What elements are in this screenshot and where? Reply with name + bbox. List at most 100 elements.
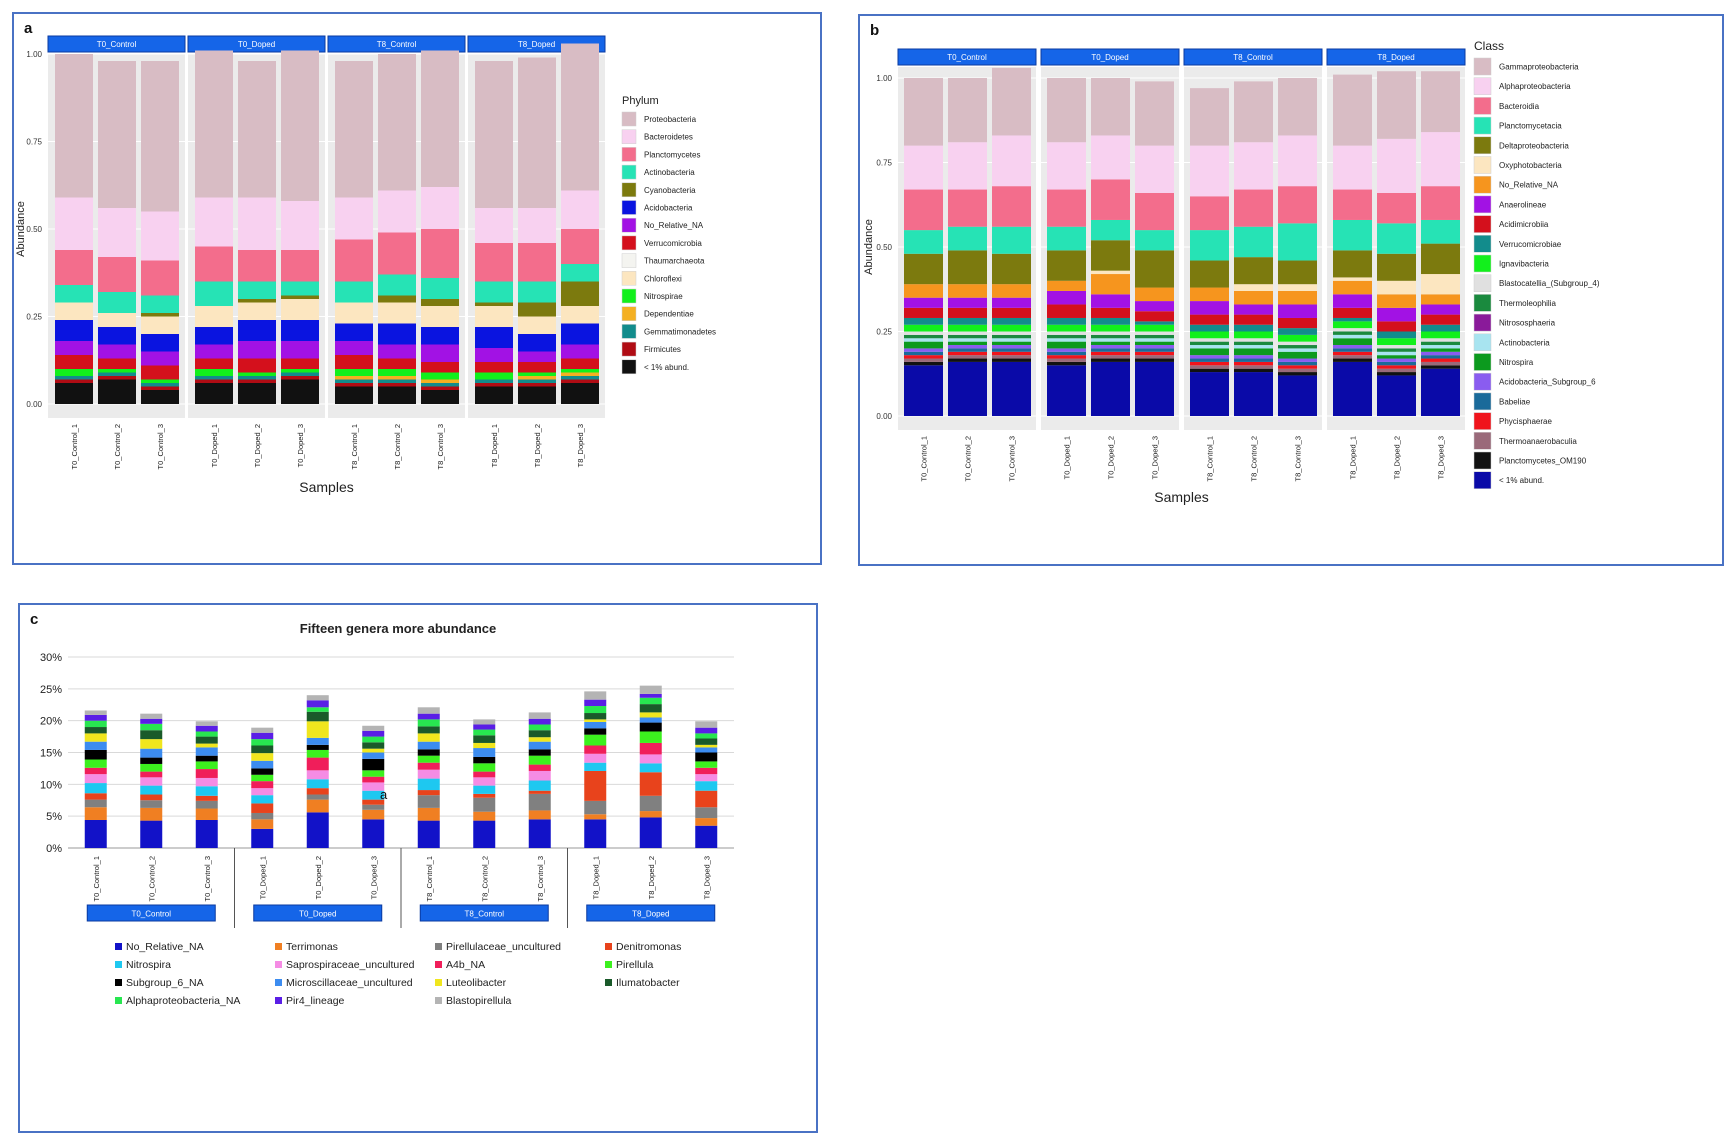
- bar-segment-subgroup-6-na: [362, 758, 385, 771]
- bar-segment-terrimonas: [140, 807, 163, 821]
- bar-segment-cyanobacteria: [561, 281, 599, 306]
- bar-segment-verrucomicrobia: [98, 358, 136, 369]
- bar-segment-luteolibacter: [306, 721, 329, 738]
- facet-header-label: T0_Doped: [238, 40, 275, 49]
- bar-segment-thermoanaerobaculia: [1421, 361, 1460, 366]
- bar-segment-gemmatimonadetes: [335, 379, 373, 383]
- x-tick-label: T0_Doped_3: [369, 856, 378, 899]
- bar-segment-luteolibacter: [362, 748, 385, 753]
- bar-segment-ilumatobacter: [528, 730, 551, 738]
- legend-label: Thermoanaerobaculia: [1499, 437, 1577, 446]
- bar-segment-nitrospira: [1091, 341, 1130, 346]
- bar-segment-acidobacteria: [238, 320, 276, 341]
- x-tick-label: T8_Doped_3: [702, 856, 711, 899]
- bar-segment-luteolibacter: [528, 737, 551, 742]
- bar-segment-pirellula: [84, 759, 107, 768]
- bar-segment-nitrospira: [1190, 348, 1229, 356]
- bar-segment-terrimonas: [584, 814, 607, 820]
- legend-label: Planctomycetes: [644, 150, 700, 159]
- bar-segment-no-relative-na: [306, 812, 329, 848]
- bar-segment-verrucomicrobia: [141, 365, 179, 380]
- bar-segment-alphaproteobacteria-na: [84, 720, 107, 728]
- bar-segment-verrucomicrobia: [238, 358, 276, 373]
- bar-segment-firmicutes: [475, 383, 513, 387]
- bar-segment-planctomycetacia: [1190, 230, 1229, 261]
- x-tick-label: T0_Doped_1: [258, 856, 267, 899]
- bar-segment-no-relative-na: [1135, 287, 1174, 302]
- x-tick-label: T0_Control_2: [964, 436, 973, 481]
- group-header-label: T8_Doped: [632, 910, 669, 919]
- bar-segment-acidobacteria: [335, 323, 373, 341]
- bar-segment-pir4-lineage: [473, 724, 496, 730]
- bar-segment-proteobacteria: [55, 54, 93, 198]
- bar-segment-proteobacteria: [378, 54, 416, 191]
- bar-segment-anaerolineae: [992, 297, 1031, 308]
- bar-segment-ignavibacteria: [1091, 324, 1130, 332]
- bar-segment-blastopirellula: [140, 713, 163, 719]
- bar-segment-alphaproteobacteria: [1234, 142, 1273, 190]
- bar-segment-subgroup-6-na: [584, 728, 607, 735]
- bar-segment-pir4-lineage: [584, 699, 607, 707]
- bar-segment-verrucomicrobia: [195, 358, 233, 369]
- bar-segment-bacteroidetes: [561, 190, 599, 229]
- bar-segment-pirellulaceae-uncultured: [528, 793, 551, 811]
- bar-segment-no-relative-na: [528, 819, 551, 848]
- bar-segment-ilumatobacter: [417, 726, 440, 734]
- bar-segment-luteolibacter: [473, 742, 496, 749]
- legend-swatch: [275, 997, 282, 1004]
- bar-segment-microscillaceae-uncultured: [140, 748, 163, 758]
- bar-segment-pir4-lineage: [417, 713, 440, 720]
- bar-segment-proteobacteria: [518, 57, 556, 208]
- bar-segment-acidimicrobiia: [904, 307, 943, 318]
- legend-label: A4b_NA: [446, 959, 485, 971]
- bar-segment-alphaproteobacteria: [1421, 132, 1460, 187]
- bar-segment-nitrospira: [1278, 351, 1317, 359]
- x-tick-label: T0_Control_1: [920, 436, 929, 481]
- bar-segment-pir4-lineage: [306, 700, 329, 708]
- bar-segment-bacteroidetes: [195, 197, 233, 247]
- bar-segment-oxyphotobacteria: [1421, 274, 1460, 295]
- bar-segment-pirellula: [584, 734, 607, 746]
- bar-segment-pirellulaceae-uncultured: [195, 800, 218, 809]
- bar-segment-no-relative-na: [1190, 287, 1229, 302]
- bar-segment-actinobacteria: [335, 281, 373, 303]
- legend-swatch: [605, 961, 612, 968]
- bar-segment-blastocatellia-subgroup-4: [948, 331, 987, 335]
- facet-header-label: T8_Control: [1233, 53, 1273, 62]
- bar-segment-alphaproteobacteria: [1047, 142, 1086, 190]
- legend-swatch: [621, 271, 637, 286]
- bar-segment-nitrospirae: [281, 369, 319, 373]
- legend-swatch: [621, 306, 637, 321]
- bar-segment-pirellulaceae-uncultured: [584, 800, 607, 815]
- bar-segment-pir4-lineage: [140, 718, 163, 724]
- bar-segment-ignavibacteria: [1421, 331, 1460, 339]
- bar-segment-chloroflexi: [475, 306, 513, 327]
- bar-segment-actinobacteria: [1278, 348, 1317, 352]
- bar-segment-thermoleophilia: [904, 334, 943, 339]
- y-tick-label: 20%: [40, 716, 62, 728]
- legend-swatch: [435, 997, 442, 1004]
- legend-swatch: [1473, 313, 1492, 332]
- bar-segment-alphaproteobacteria-na: [639, 697, 662, 705]
- legend-label: Luteolibacter: [446, 977, 507, 989]
- bar-segment-nitrospira: [1234, 348, 1273, 356]
- facet-header: [47, 35, 186, 53]
- bar-segment-thermoleophilia: [1190, 341, 1229, 346]
- bar-segment-a4b-na: [251, 781, 274, 789]
- bar-segment-ilumatobacter: [584, 713, 607, 720]
- bar-segment-pirellulaceae-uncultured: [251, 812, 274, 820]
- bar-segment-phycisphaerae: [1377, 365, 1416, 369]
- bar-segment-verrucomicrobiae: [1135, 321, 1174, 325]
- bar-segment-acidobacteria-subgroup-6: [904, 348, 943, 352]
- y-axis-label: Abundance: [863, 219, 875, 275]
- legend-swatch: [115, 943, 122, 950]
- bar-segment-verrucomicrobia: [475, 362, 513, 373]
- bar-segment-gemmatimonadetes: [421, 383, 459, 387]
- bar-segment-denitromonas: [306, 788, 329, 795]
- group-header: [253, 904, 383, 922]
- legend-label: Dependentiae: [644, 310, 694, 319]
- legend-swatch: [1473, 97, 1492, 115]
- bar-segment-saprospiraceae-uncultured: [473, 777, 496, 786]
- bar-segment-verrucomicrobia: [281, 358, 319, 369]
- legend-label: Planctomycetes_OM190: [1499, 457, 1587, 466]
